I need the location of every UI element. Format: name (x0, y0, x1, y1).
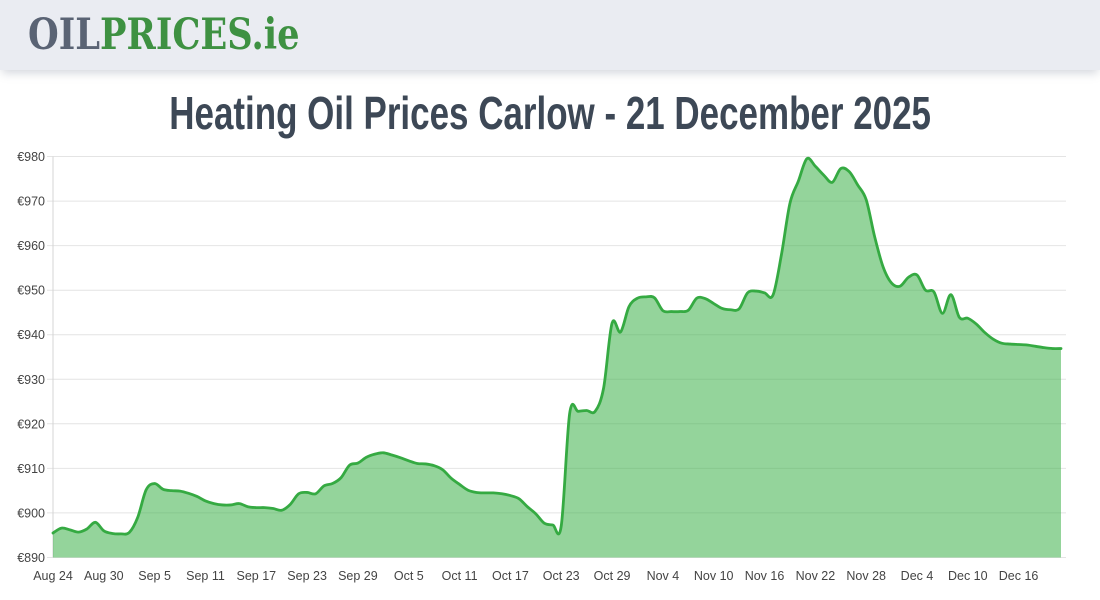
price-chart: €890 €900 €910 €920 €930 €940 €950 €960 €970 €980… (0, 140, 1100, 600)
x-tick-label: Dec 10 (948, 569, 988, 583)
x-tick-label: Sep 11 (186, 569, 225, 583)
title-area: Heating Oil Prices Carlow - 21 December … (0, 70, 1100, 142)
x-tick-label: Sep 17 (236, 569, 276, 583)
x-tick-label: Oct 17 (492, 569, 529, 583)
x-tick-label: Oct 5 (394, 569, 424, 583)
y-tick-label: €970 (17, 195, 45, 209)
x-tick-label: Nov 10 (694, 569, 734, 583)
x-tick-label: Oct 29 (594, 569, 631, 583)
x-tick-label: Sep 5 (138, 569, 171, 583)
site-logo[interactable]: OILPRICES.ie (28, 13, 300, 57)
x-axis-labels: Aug 24 Aug 30 Sep 5 Sep 11 Sep 17 Sep 23 Sep 2… (33, 569, 1038, 583)
y-tick-label: €930 (17, 373, 45, 387)
x-tick-label: Sep 23 (287, 569, 327, 583)
x-tick-label: Nov 22 (796, 569, 836, 583)
x-tick-label: Nov 4 (647, 569, 680, 583)
y-tick-label: €920 (17, 417, 45, 431)
x-tick-label: Nov 28 (846, 569, 886, 583)
logo-text-tld: .ie (251, 9, 300, 60)
x-tick-label: Oct 11 (442, 569, 478, 583)
x-tick-label: Nov 16 (745, 569, 785, 583)
area-fill (53, 158, 1061, 558)
site-header: OILPRICES.ie (0, 0, 1100, 70)
price-line (51, 156, 1063, 536)
y-axis-labels: €890 €900 €910 €920 €930 €940 €950 €960 €970 €980 (17, 150, 45, 565)
y-tick-label: €960 (17, 239, 45, 253)
x-tick-label: Aug 30 (84, 569, 124, 583)
x-tick-label: Aug 24 (33, 569, 73, 583)
y-tick-label: €940 (17, 328, 45, 342)
page-title: Heating Oil Prices Carlow - 21 December … (169, 87, 931, 139)
y-tick-label: €900 (17, 506, 45, 520)
x-tick-label: Oct 23 (543, 569, 580, 583)
y-tick-label: €910 (17, 462, 45, 476)
y-tick-label: €890 (17, 551, 45, 565)
x-tick-label: Dec 16 (999, 569, 1039, 583)
y-tick-label: €980 (17, 150, 45, 164)
area-chart-svg: €890 €900 €910 €920 €930 €940 €950 €960 €970 €980… (17, 150, 1066, 583)
logo-text-oil: OIL (28, 9, 101, 60)
y-tick-label: €950 (17, 284, 45, 298)
x-tick-label: Sep 29 (338, 569, 378, 583)
logo-text-prices: PRICES (100, 9, 252, 60)
x-tick-label: Dec 4 (901, 569, 934, 583)
